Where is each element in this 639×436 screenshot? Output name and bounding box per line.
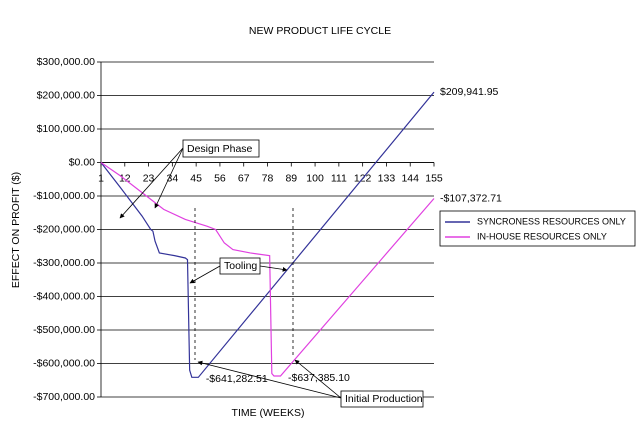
y-tick-label: $300,000.00 xyxy=(37,56,96,68)
plot-area: $300,000.00 $200,000.00 $100,000.00 $0.00 -$… xyxy=(33,56,502,403)
arrow xyxy=(294,359,342,399)
x-tick-label: 78 xyxy=(262,172,274,184)
arrow xyxy=(189,265,221,284)
arrow xyxy=(154,147,184,209)
y-tick-label: -$200,000.00 xyxy=(33,223,95,235)
x-tick-label: 12 xyxy=(119,172,131,184)
arrow xyxy=(119,147,184,219)
series-line xyxy=(100,162,435,377)
arrow xyxy=(197,360,342,399)
x-tick-label: 133 xyxy=(378,172,396,184)
x-tick-label: 155 xyxy=(425,172,443,184)
legend-box xyxy=(439,210,636,247)
data-label: -$107,372.71 xyxy=(440,192,502,204)
annotation: Design Phase xyxy=(187,143,253,155)
annotation: Tooling xyxy=(224,260,257,272)
annotation-box xyxy=(219,257,261,275)
data-label: -$641,282.51 xyxy=(206,373,268,385)
y-tick-label: -$700,000.00 xyxy=(33,391,95,403)
y-tick-label: -$300,000.00 xyxy=(33,257,95,269)
y-tick-label: $200,000.00 xyxy=(37,89,96,101)
x-tick-label: 56 xyxy=(214,172,226,184)
data-label: -$637,385.10 xyxy=(288,372,350,384)
legend: SYNCRONESS RESOURCES ONLY IN-HOUSE RESOUR… xyxy=(445,216,626,241)
legend-label: IN-HOUSE RESOURCES ONLY xyxy=(477,231,607,241)
y-tick-label: $100,000.00 xyxy=(37,123,96,135)
x-tick-label: 144 xyxy=(401,172,419,184)
series-line xyxy=(100,91,435,378)
x-tick-label: 34 xyxy=(167,172,179,184)
x-tick-label: 67 xyxy=(238,172,250,184)
x-tick-label: 45 xyxy=(190,172,202,184)
annotation-box xyxy=(182,139,260,158)
y-tick-label: $0.00 xyxy=(69,156,95,168)
x-tick-label: 1 xyxy=(98,172,104,184)
annotation: Initial Production xyxy=(345,393,423,405)
arrow xyxy=(259,265,288,272)
y-tick-label: -$600,000.00 xyxy=(33,357,95,369)
annotation-box xyxy=(340,390,424,408)
chart-title: NEW PRODUCT LIFE CYCLE xyxy=(249,25,391,37)
y-axis-label: EFFECT ON PROFIT ($) xyxy=(10,172,22,288)
data-label: $209,941.95 xyxy=(440,86,499,98)
x-tick-label: 111 xyxy=(331,172,347,184)
x-tick-label: 100 xyxy=(306,172,324,184)
x-tick-label: 89 xyxy=(285,172,297,184)
y-tick-label: -$400,000.00 xyxy=(33,290,95,302)
x-tick-label: 23 xyxy=(143,172,155,184)
y-tick-label: -$100,000.00 xyxy=(33,190,95,202)
annotations xyxy=(119,139,424,408)
legend-label: SYNCRONESS RESOURCES ONLY xyxy=(477,216,626,226)
y-tick-label: -$500,000.00 xyxy=(33,324,95,336)
x-axis-label: TIME (WEEKS) xyxy=(232,407,305,419)
